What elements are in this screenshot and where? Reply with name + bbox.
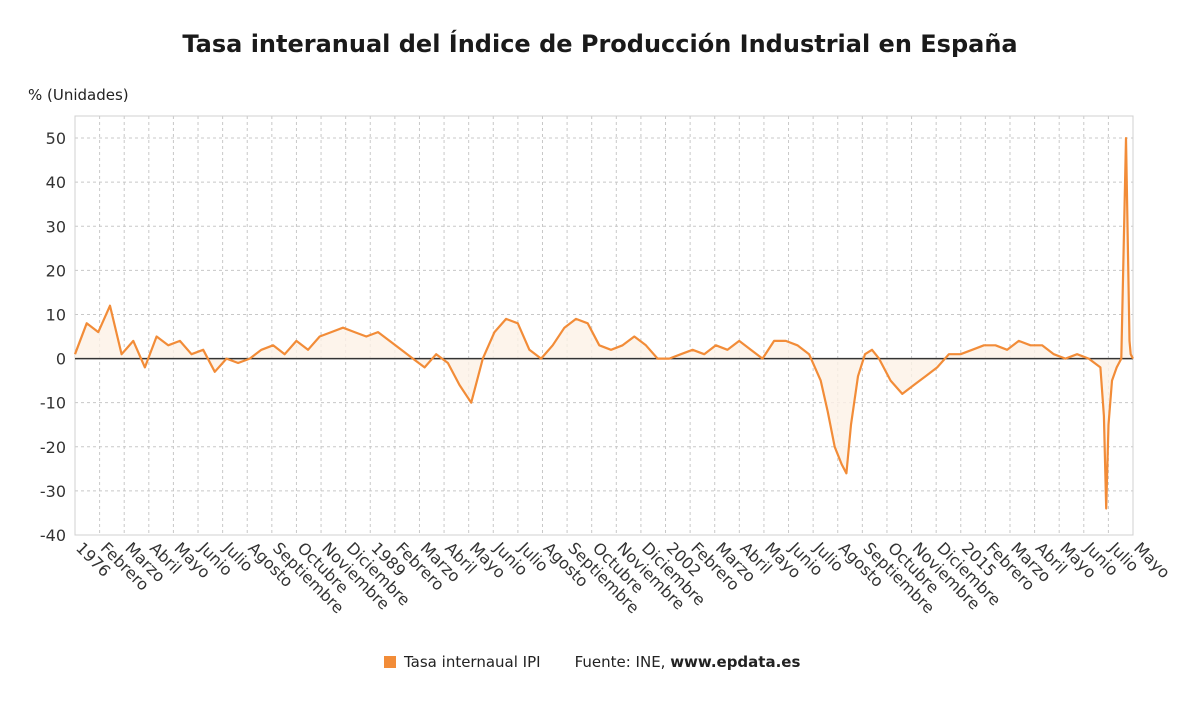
y-tick-label: -30 (40, 482, 66, 501)
source-site: www.epdata.es (670, 653, 801, 671)
y-tick-label: 40 (46, 173, 66, 192)
y-tick-label: 10 (46, 305, 66, 324)
legend-series-label: Tasa internaual IPI (404, 653, 541, 671)
series-area (75, 138, 1133, 509)
y-axis-ticks: 50 40 30 20 10 0 -10 -20 -30 -40 (40, 129, 66, 545)
series-line-group (73, 137, 1134, 510)
x-axis-ticks: 1976FebreroMarzoAbrilMayoJunioJulioAgost… (72, 538, 1174, 618)
y-tick-label: -20 (40, 438, 66, 457)
legend-swatch (384, 656, 396, 668)
y-tick-label: 0 (56, 350, 66, 369)
y-tick-label: 20 (46, 261, 66, 280)
source-prefix: Fuente: INE, (574, 653, 671, 671)
legend: Tasa internaual IPI Fuente: INE, www.epd… (384, 652, 800, 672)
area-fill (75, 138, 1133, 509)
y-tick-label: -10 (40, 394, 66, 413)
y-tick-label: 50 (46, 129, 66, 148)
source-text: Fuente: INE, www.epdata.es (575, 653, 801, 671)
plot-frame (74, 115, 1134, 536)
y-axis-unit: % (Unidades) (28, 86, 129, 104)
series-line (73, 137, 1134, 510)
grid-lines (74, 115, 1134, 536)
chart-title: Tasa interanual del Índice de Producción… (182, 30, 1018, 58)
y-tick-label: -40 (40, 526, 66, 545)
y-tick-label: 30 (46, 217, 66, 236)
